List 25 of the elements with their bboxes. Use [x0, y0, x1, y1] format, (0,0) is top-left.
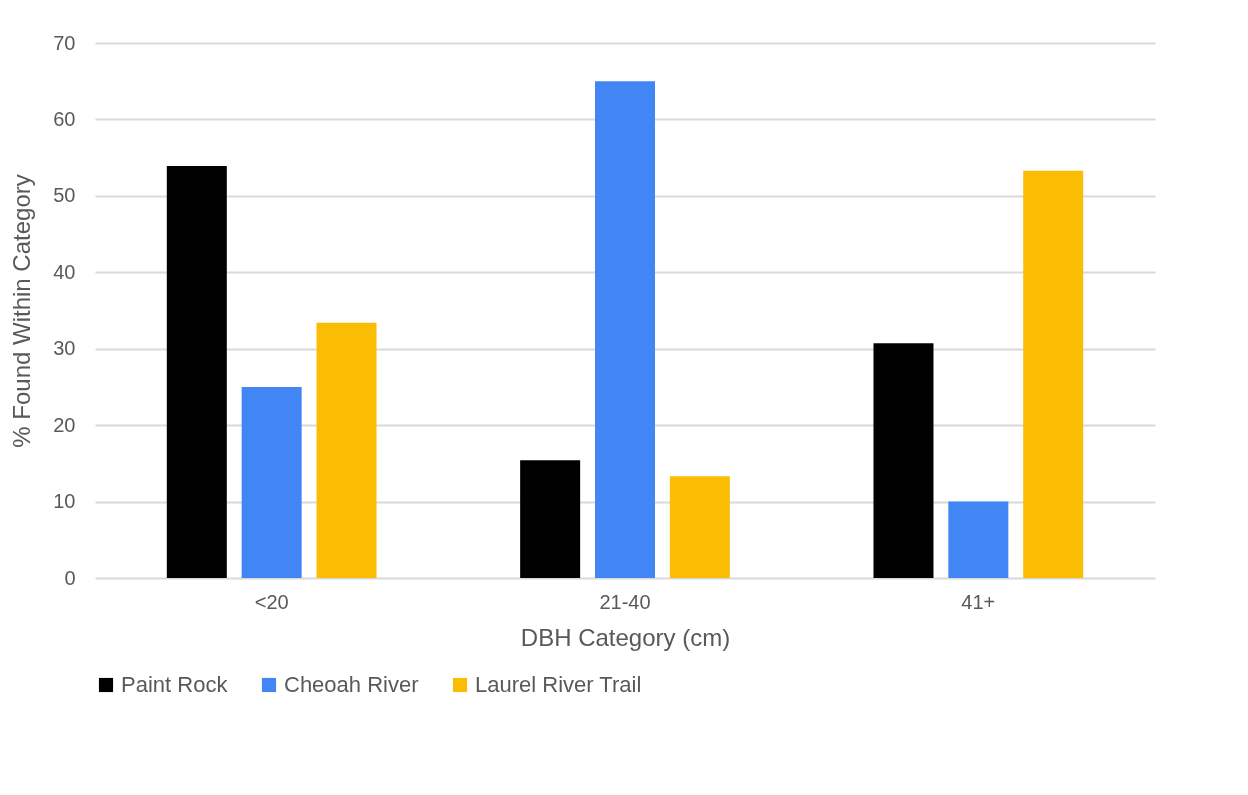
- x-tick-label: 41+: [961, 590, 996, 613]
- bar: [669, 476, 730, 578]
- bar: [873, 343, 934, 578]
- y-tick-label: 50: [53, 184, 76, 207]
- bar: [166, 166, 227, 578]
- x-tick-label: 21-40: [599, 590, 651, 613]
- bar: [595, 81, 655, 578]
- y-tick-label: 10: [53, 490, 76, 513]
- y-axis-title: % Found Within Category: [8, 174, 36, 448]
- y-tick-label: 30: [53, 337, 76, 360]
- y-tick-label: 70: [53, 31, 76, 54]
- y-tick-label: 60: [53, 107, 76, 130]
- y-tick-label: 20: [53, 413, 76, 436]
- bar: [948, 501, 1009, 578]
- x-tick-label: <20: [254, 590, 289, 613]
- legend-label: Cheoah River: [284, 672, 419, 697]
- y-tick-label: 0: [64, 566, 76, 589]
- bar: [520, 460, 581, 578]
- legend-label: Paint Rock: [121, 672, 229, 697]
- bar: [1023, 170, 1084, 578]
- y-tick-label: 40: [53, 260, 76, 283]
- x-axis-title: DBH Category (cm): [520, 623, 731, 651]
- bar: [241, 386, 302, 578]
- bar: [316, 322, 377, 578]
- legend-label: Laurel River Trail: [475, 672, 642, 697]
